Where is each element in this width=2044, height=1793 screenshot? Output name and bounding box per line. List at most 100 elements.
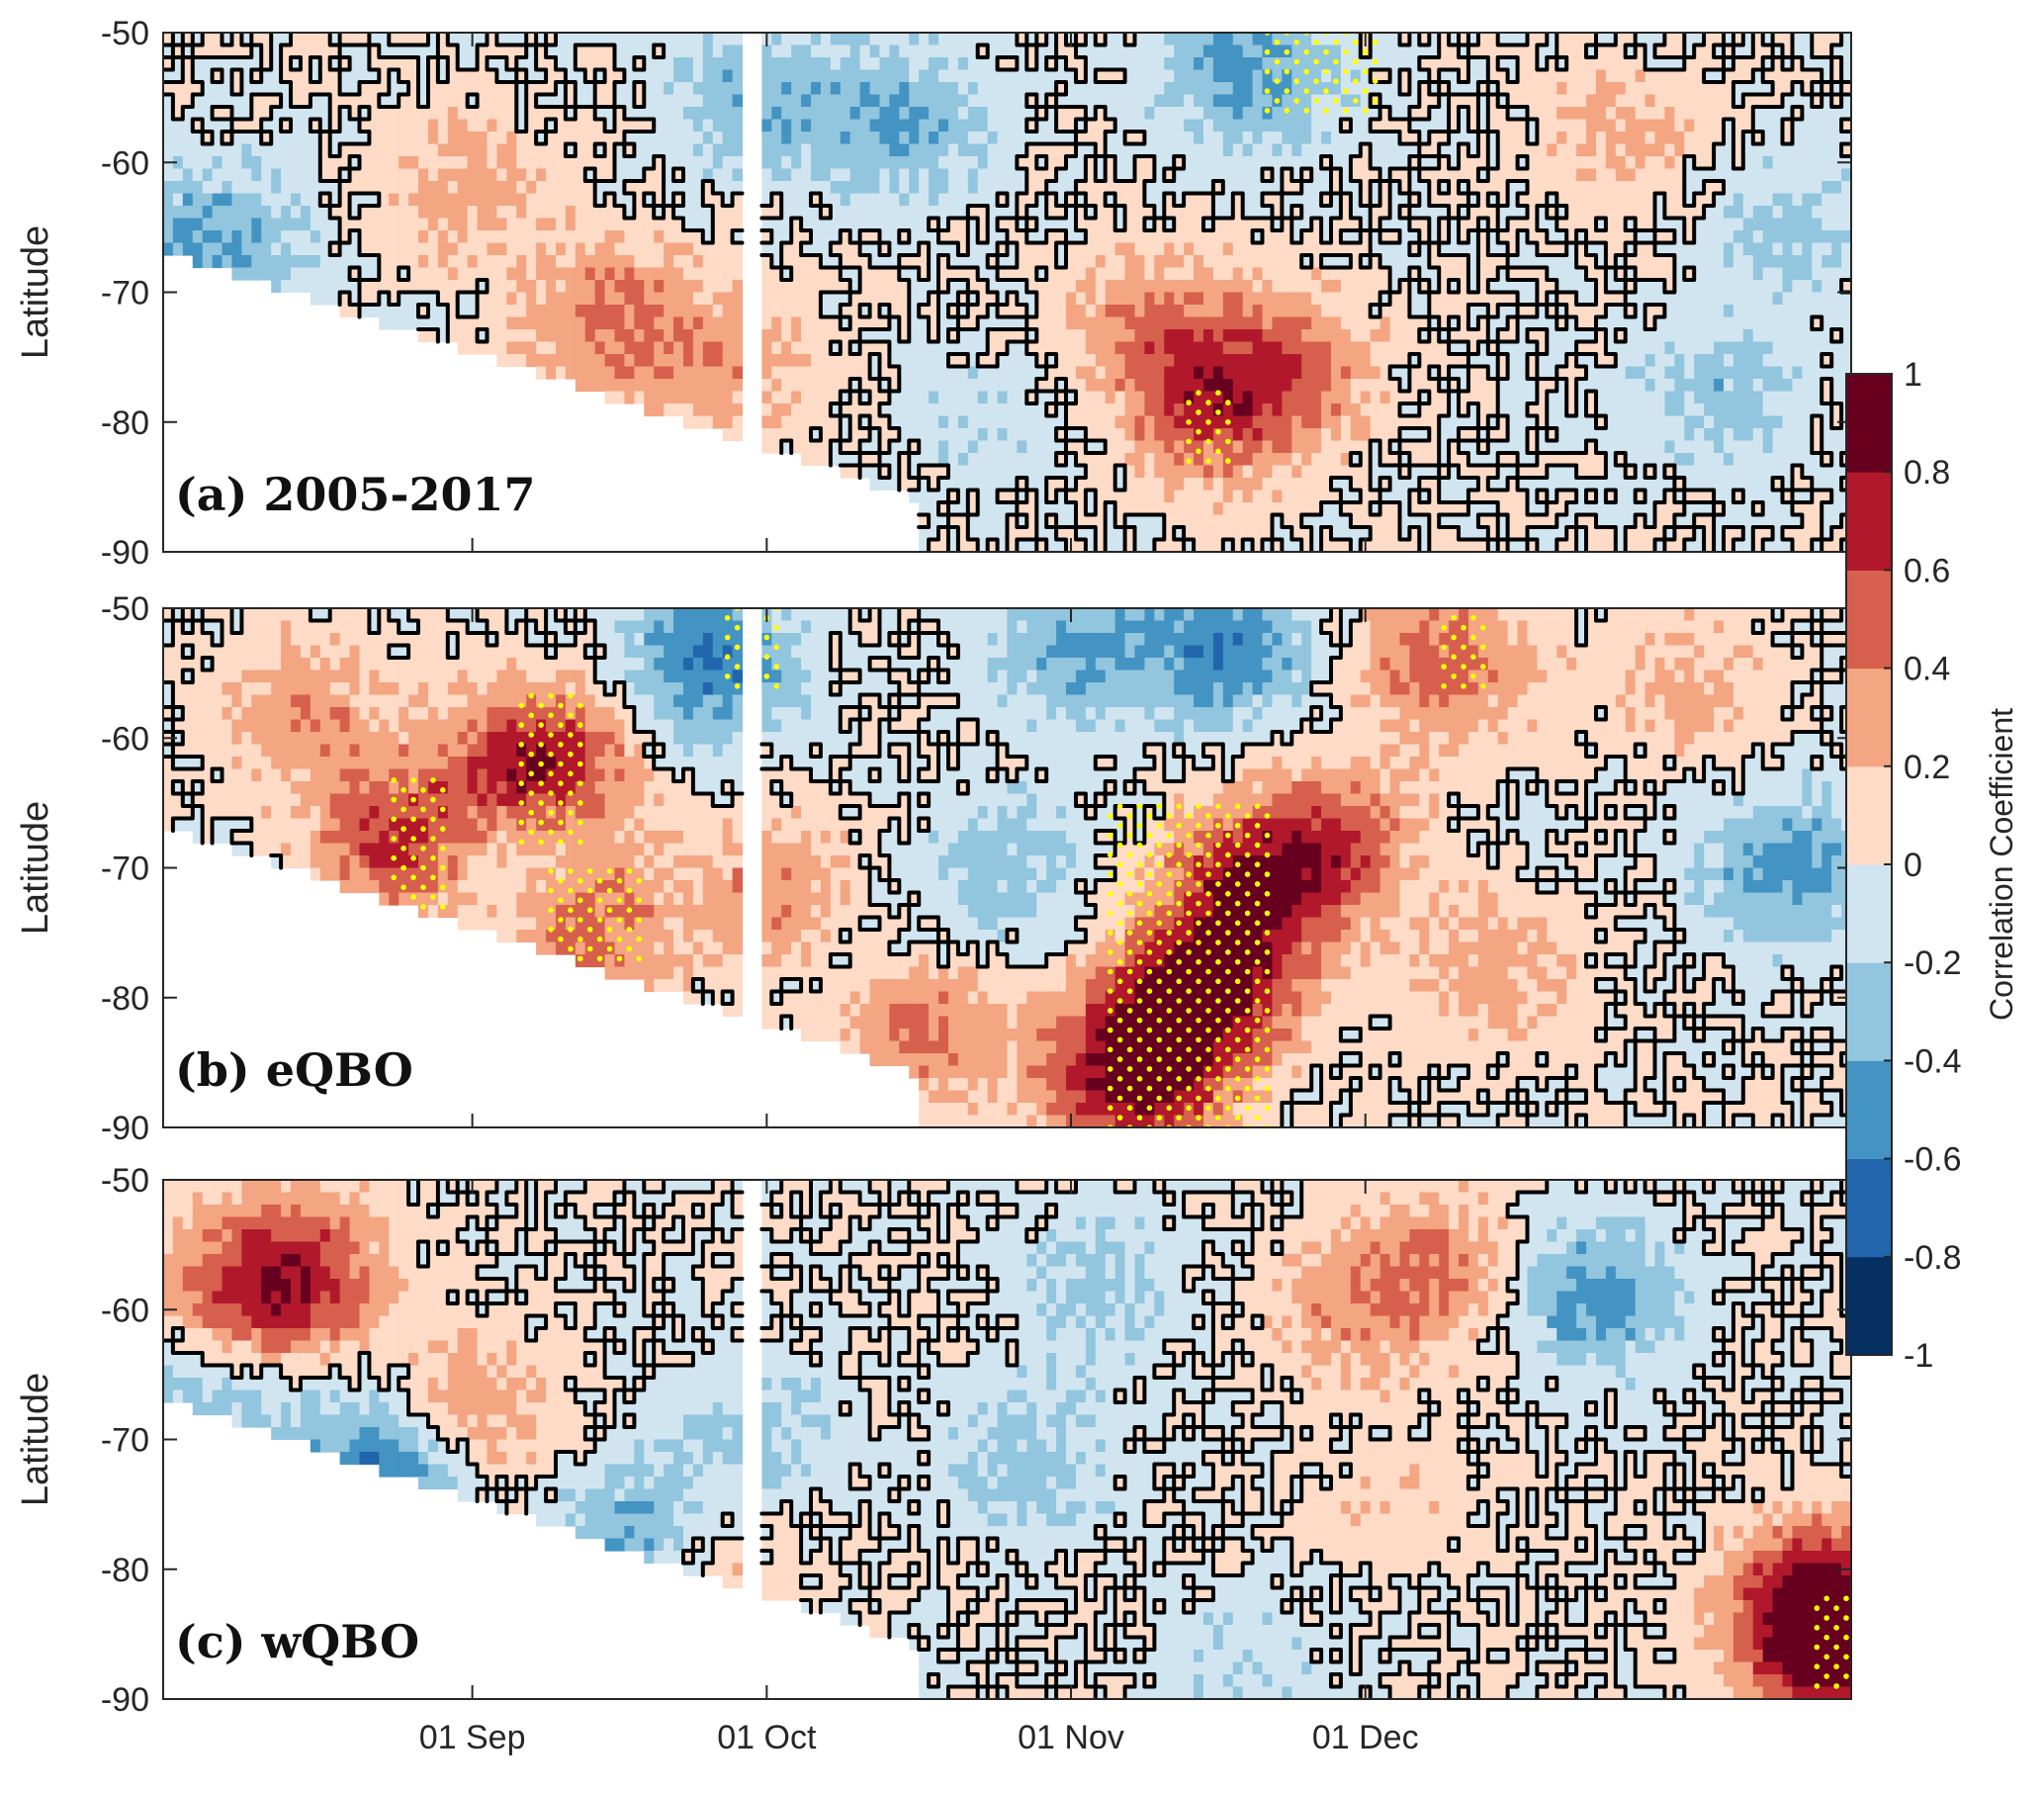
heatmap-cell [811, 156, 822, 170]
heatmap-cell [673, 230, 684, 244]
heatmap-cell [1517, 502, 1529, 516]
heatmap-cell [427, 94, 439, 108]
heatmap-cell [467, 69, 479, 83]
heatmap-cell [692, 156, 704, 170]
heatmap-cell [1164, 465, 1175, 479]
heatmap-cell [830, 230, 842, 244]
heatmap-cell [967, 329, 979, 343]
heatmap-cell [673, 156, 684, 170]
heatmap-cell [869, 193, 881, 207]
heatmap-cell [1105, 168, 1116, 182]
heatmap-cell [967, 107, 979, 121]
heatmap-cell [1517, 341, 1529, 355]
heatmap-cell [1184, 206, 1195, 220]
heatmap-cell [1459, 218, 1469, 231]
heatmap-cell [339, 280, 351, 294]
heatmap-cell [1556, 366, 1567, 380]
heatmap-cell [1202, 82, 1214, 96]
heatmap-cell [526, 82, 537, 96]
heatmap-cell [624, 292, 635, 306]
heatmap-cell [506, 156, 517, 170]
heatmap-cell [300, 181, 311, 195]
heatmap-cell [781, 168, 792, 182]
heatmap-cell [1370, 440, 1381, 454]
heatmap-cell [702, 379, 714, 393]
heatmap-cell [1242, 403, 1254, 417]
heatmap-cell [1517, 242, 1529, 256]
heatmap-cell [811, 168, 822, 182]
heatmap-cell [1370, 514, 1381, 528]
heatmap-cell [1409, 440, 1420, 454]
heatmap-cell [849, 107, 861, 121]
heatmap-cell [654, 119, 665, 133]
heatmap-cell [1360, 379, 1372, 393]
heatmap-cell [771, 168, 782, 182]
heatmap-cell [899, 415, 910, 429]
heatmap-cell [1477, 329, 1489, 343]
heatmap-cell [1194, 33, 1204, 46]
heatmap-cell [1321, 132, 1332, 145]
heatmap-cell [1272, 33, 1283, 46]
heatmap-cell [251, 33, 262, 46]
heatmap-cell [957, 341, 969, 355]
heatmap-cell [614, 255, 626, 269]
heatmap-cell [1242, 143, 1254, 157]
heatmap-cell [1232, 206, 1244, 220]
heatmap-cell [1134, 366, 1146, 380]
heatmap-cell [1370, 143, 1381, 157]
heatmap-cell [231, 94, 242, 108]
heatmap-cell [722, 33, 734, 46]
heatmap-cell [1017, 329, 1027, 343]
heatmap-cell [889, 329, 900, 343]
heatmap-cell [1075, 132, 1087, 145]
heatmap-cell [624, 230, 635, 244]
heatmap-cell [1085, 45, 1097, 58]
heatmap-cell [634, 292, 645, 306]
heatmap-cell [830, 379, 842, 393]
heatmap-cell [1164, 193, 1175, 207]
heatmap-cell [1262, 181, 1274, 195]
heatmap-cell [1507, 329, 1519, 343]
heatmap-cell [1487, 57, 1499, 71]
heatmap-cell [1114, 267, 1126, 281]
heatmap-cell [692, 45, 704, 58]
heatmap-cell [1439, 82, 1450, 96]
heatmap-cell [1487, 206, 1499, 220]
heatmap-cell [1095, 539, 1107, 552]
heatmap-cell [1556, 230, 1567, 244]
heatmap-cell [319, 168, 331, 182]
heatmap-cell [1360, 206, 1372, 220]
heatmap-cell [1389, 403, 1401, 417]
heatmap-cell [1075, 82, 1087, 96]
heatmap-cell [1184, 218, 1195, 231]
heatmap-cell [1174, 255, 1185, 269]
heatmap-cell [1467, 527, 1479, 541]
heatmap-cell [889, 218, 900, 231]
heatmap-cell [1360, 218, 1372, 231]
heatmap-cell [163, 181, 174, 195]
heatmap-cell [389, 33, 400, 46]
heatmap-cell [791, 341, 802, 355]
heatmap-cell [957, 230, 969, 244]
heatmap-cell [379, 181, 390, 195]
heatmap-cell [1537, 428, 1548, 442]
heatmap-cell [682, 156, 694, 170]
heatmap-cell [457, 119, 469, 133]
heatmap-cell [1556, 181, 1567, 195]
heatmap-cell [447, 230, 459, 244]
heatmap-cell [929, 82, 939, 96]
heatmap-cell [1291, 403, 1302, 417]
heatmap-cell [1419, 143, 1430, 157]
heatmap-cell [1595, 267, 1607, 281]
heatmap-cell [712, 107, 724, 121]
heatmap-cell [967, 69, 979, 83]
heatmap-cell [1232, 514, 1244, 528]
heatmap-cell [614, 280, 626, 294]
heatmap-cell [546, 280, 557, 294]
heatmap-cell [859, 280, 871, 294]
heatmap-cell [182, 181, 194, 195]
heatmap-cell [379, 218, 390, 231]
heatmap-cell [1124, 193, 1136, 207]
heatmap-cell [654, 132, 665, 145]
heatmap-cell [1547, 218, 1557, 231]
